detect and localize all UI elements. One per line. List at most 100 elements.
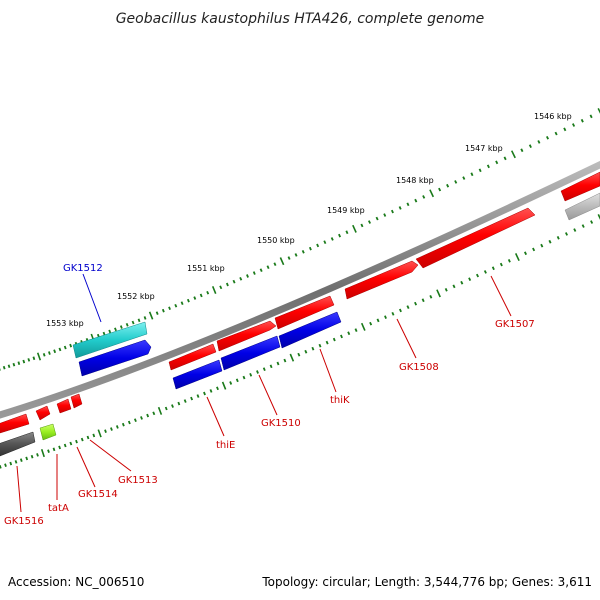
inner-track-minor-tick <box>414 301 418 306</box>
inner-track-minor-tick <box>384 315 387 319</box>
inner-track-minor-tick <box>58 445 61 450</box>
gene-gk1507-arrow[interactable] <box>415 207 536 269</box>
gene-gk1510-top-arrow[interactable] <box>216 320 277 352</box>
outer-track-minor-tick <box>32 356 36 361</box>
leader-gk1512 <box>82 273 102 323</box>
inner-track-minor-tick <box>110 427 113 431</box>
gene-gk1514-arrow[interactable] <box>35 405 51 421</box>
outer-track-minor-tick <box>131 320 135 325</box>
inner-track-minor-tick <box>121 422 125 427</box>
outer-track-minor-tick <box>143 316 147 320</box>
outer-track-major-tick <box>429 189 435 198</box>
inner-track-minor-tick <box>115 425 119 429</box>
inner-track-major-tick <box>514 253 520 262</box>
gene-label-gk1508[interactable]: GK1508 <box>399 362 439 373</box>
inner-track-minor-tick <box>183 399 187 403</box>
outer-track-minor-tick <box>48 351 51 355</box>
outer-track-minor-tick <box>422 195 426 199</box>
outer-track-minor-tick <box>193 296 197 300</box>
outer-track-minor-tick <box>58 347 62 352</box>
inner-track-minor-tick <box>304 349 308 354</box>
scale-label-1550: 1550 kbp <box>257 236 295 245</box>
gene-label-thik[interactable]: thiK <box>330 395 350 406</box>
inner-track-minor-tick <box>235 378 239 383</box>
inner-track-minor-tick <box>269 364 273 369</box>
gene-gk1512-cyan-arrow[interactable] <box>72 321 148 359</box>
outer-track-minor-tick <box>273 262 277 266</box>
gene-light-gray-arrow[interactable] <box>564 192 600 221</box>
outer-track-minor-tick <box>486 164 490 169</box>
outer-track-minor-tick <box>125 322 129 327</box>
gene-thie-blue-arrow[interactable] <box>172 359 223 390</box>
gene-gk1513-arrow[interactable] <box>56 398 72 414</box>
inner-track-minor-tick <box>14 460 18 464</box>
gene-thik-top-arrow[interactable] <box>274 295 335 330</box>
gene-label-gk1516[interactable]: GK1516 <box>4 516 44 527</box>
inner-track-minor-tick <box>376 318 380 323</box>
outer-track-minor-tick <box>27 358 31 362</box>
gene-thie-top-arrow[interactable] <box>168 343 217 371</box>
inner-track-minor-tick <box>104 429 107 433</box>
gene-label-gk1513[interactable]: GK1513 <box>118 475 158 486</box>
scale-label-1548: 1548 kbp <box>396 176 434 185</box>
scale-label-1551: 1551 kbp <box>187 264 225 273</box>
gene-left-edge-red[interactable] <box>0 413 30 434</box>
gene-gk1513b-arrow[interactable] <box>70 393 83 409</box>
inner-track-minor-tick <box>581 224 585 228</box>
inner-track-minor-tick <box>47 449 50 453</box>
gene-gk1510-blue-arrow[interactable] <box>220 335 281 371</box>
gene-label-gk1512[interactable]: GK1512 <box>63 263 103 274</box>
inner-track-minor-tick <box>262 367 266 372</box>
inner-track-minor-tick <box>460 280 464 285</box>
reverse-strand-genes <box>0 192 600 457</box>
outer-track-minor-tick <box>17 361 21 365</box>
outer-track-minor-tick <box>119 325 123 329</box>
gene-gk1508-arrow[interactable] <box>344 260 419 300</box>
outer-track-minor-tick <box>114 327 117 332</box>
leader-thie <box>206 396 225 437</box>
gene-gk1516-dark-arrow[interactable] <box>0 431 36 457</box>
leader-gk1514 <box>76 446 96 488</box>
outer-track-minor-tick <box>219 285 223 290</box>
outer-track-minor-tick <box>266 265 270 270</box>
inner-track-minor-tick <box>92 433 96 438</box>
outer-track-minor-tick <box>7 364 11 368</box>
inner-track-minor-tick <box>311 346 315 351</box>
inner-track-minor-tick <box>332 337 336 342</box>
outer-scale-track <box>0 108 600 371</box>
genome-backbone <box>0 160 600 419</box>
inner-track-minor-tick <box>75 439 78 444</box>
inner-track-minor-tick <box>573 228 577 232</box>
outer-track-minor-tick <box>454 180 458 184</box>
leader-gk1513 <box>89 439 132 472</box>
outer-track-minor-tick <box>495 160 499 165</box>
outer-track-minor-tick <box>252 271 256 275</box>
gene-right-edge-arrow[interactable] <box>560 171 600 202</box>
inner-track-minor-tick <box>140 416 143 420</box>
outer-track-minor-tick <box>330 237 334 241</box>
gene-label-thie[interactable]: thiE <box>216 440 235 451</box>
map-title: Geobacillus kaustophilus HTA426, complet… <box>116 11 485 27</box>
gene-label-gk1514[interactable]: GK1514 <box>78 489 118 500</box>
outer-track-minor-tick <box>414 198 418 203</box>
inner-track-minor-tick <box>325 340 329 345</box>
inner-track-minor-tick <box>203 391 206 396</box>
scale-label-1546: 1546 kbp <box>534 112 572 121</box>
gene-gk1512-blue-arrow[interactable] <box>78 339 152 377</box>
outer-track-minor-tick <box>462 176 466 180</box>
outer-track-minor-tick <box>446 183 450 188</box>
gene-label-tata[interactable]: tatA <box>48 503 69 514</box>
inner-track-minor-tick <box>276 361 280 366</box>
topology-text: Topology: circular; Length: 3,544,776 bp… <box>261 575 592 589</box>
gene-label-gk1507[interactable]: GK1507 <box>495 319 535 330</box>
gene-tata-lime-arrow[interactable] <box>39 423 57 441</box>
inner-track-minor-tick <box>507 259 511 263</box>
inner-track-major-tick <box>597 214 600 220</box>
outer-track-minor-tick <box>168 306 171 311</box>
inner-track-minor-tick <box>216 386 219 391</box>
inner-track-minor-tick <box>242 375 246 380</box>
outer-track-minor-tick <box>161 308 165 313</box>
gene-label-gk1510[interactable]: GK1510 <box>261 418 301 429</box>
gene-thik-blue-arrow[interactable] <box>278 311 342 349</box>
